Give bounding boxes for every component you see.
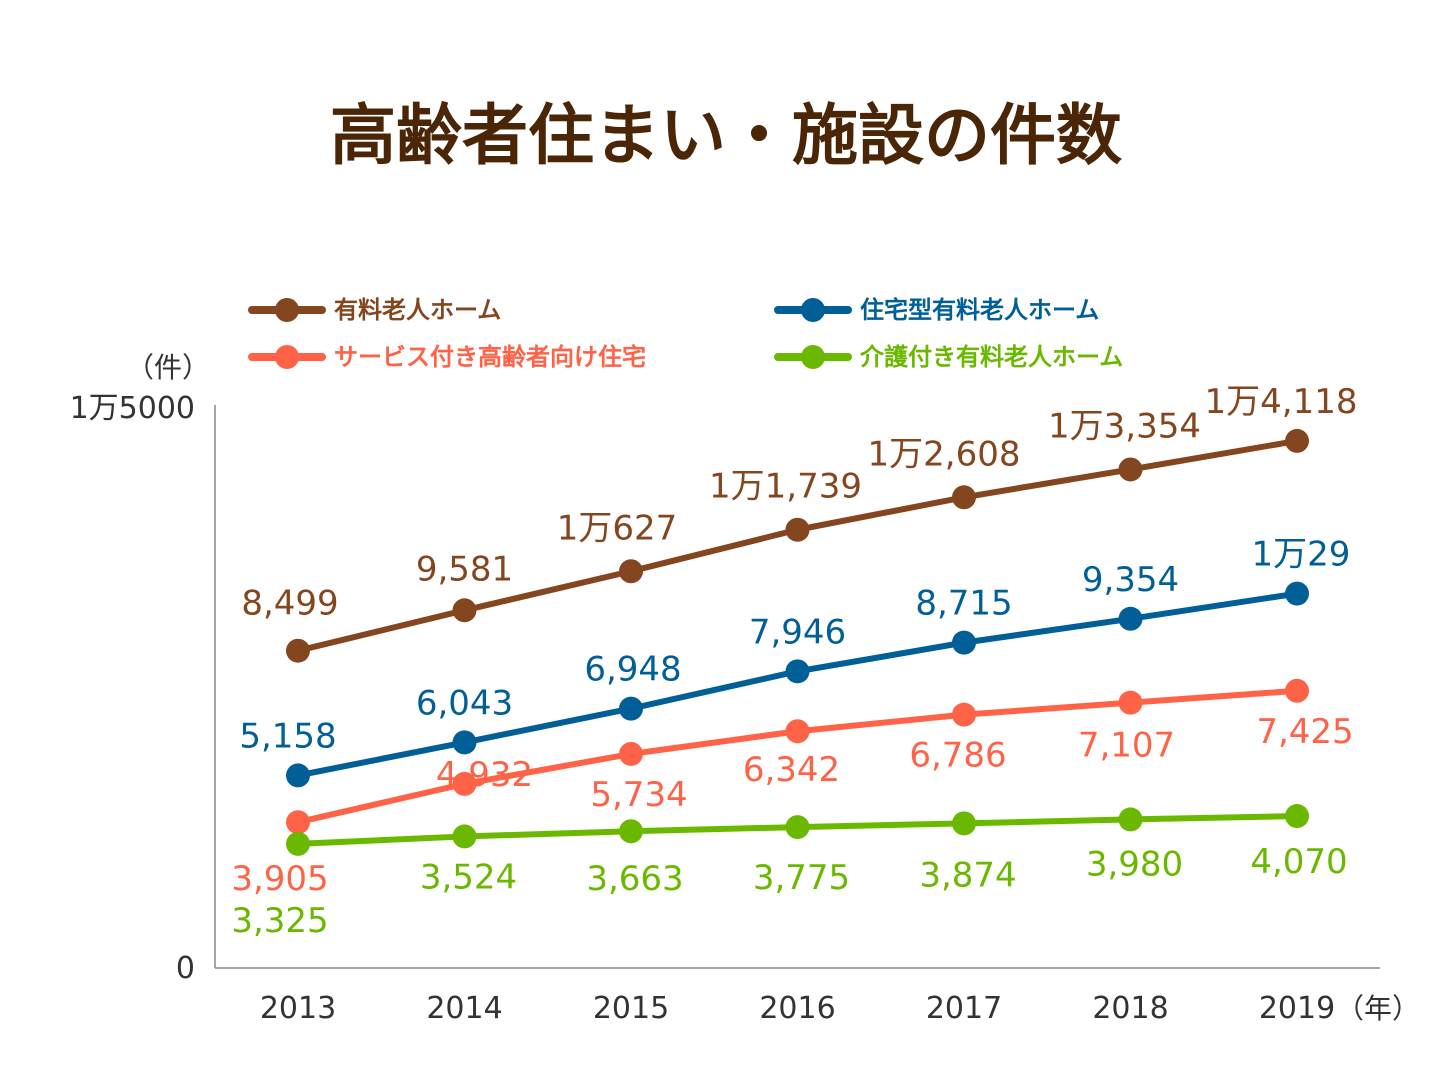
data-point	[452, 771, 477, 796]
data-point	[1285, 804, 1309, 829]
data-point	[952, 485, 976, 510]
data-point	[1118, 457, 1143, 482]
y-tick-label: 0	[176, 951, 195, 986]
data-point	[785, 659, 810, 684]
data-point	[1285, 581, 1309, 606]
data-point	[286, 638, 310, 663]
data-label: 1万1,739	[709, 467, 862, 507]
data-label: 7,946	[749, 612, 846, 652]
data-label: 6,043	[416, 683, 513, 723]
data-point	[619, 819, 643, 844]
data-point	[785, 719, 810, 744]
data-label: 6,342	[743, 750, 840, 790]
data-point	[952, 811, 976, 836]
data-label: 5,734	[590, 775, 687, 815]
x-tick-label: 2015	[593, 991, 669, 1026]
data-point	[619, 696, 643, 721]
data-point	[619, 741, 643, 766]
x-tick-label: 2013	[260, 991, 336, 1026]
chart-title: 高齢者住まい・施設の件数	[330, 97, 1122, 174]
data-label: 1万2,608	[868, 434, 1021, 474]
data-point	[286, 763, 310, 788]
data-label: 3,325	[231, 901, 328, 941]
y-ticks: 0 1万5000	[70, 391, 195, 986]
legend-label: 介護付き有料老人ホーム	[859, 343, 1123, 371]
legend-label: 有料老人ホーム	[334, 296, 501, 324]
y-unit-label: （件）	[126, 351, 210, 384]
data-point	[785, 815, 810, 840]
data-point	[452, 824, 477, 849]
data-label: 3,775	[753, 858, 850, 898]
data-label: 7,425	[1256, 712, 1353, 752]
data-point	[952, 702, 976, 727]
data-label: 3,524	[420, 857, 517, 897]
data-point	[452, 598, 477, 623]
data-label: 3,980	[1086, 844, 1183, 884]
legend-item-0: 有料老人ホーム	[248, 296, 501, 324]
data-point	[1285, 678, 1309, 703]
data-label: 9,354	[1082, 560, 1179, 600]
data-label: 3,663	[586, 859, 683, 899]
data-point	[452, 730, 477, 755]
legend-item-3: 介護付き有料老人ホーム	[774, 343, 1123, 371]
y-tick-label: 1万5000	[70, 391, 195, 426]
legend-marker	[801, 345, 825, 369]
x-tick-label: 2019	[1259, 991, 1335, 1026]
x-ticks: 2013 2014 2015 2016 2017 2018 2019	[260, 991, 1335, 1026]
series-3: 3,325 3,524 3,663 3,775 3,874 3,980 4,070	[231, 804, 1348, 941]
data-label: 1万3,354	[1048, 406, 1201, 446]
legend-marker	[275, 345, 299, 369]
data-point	[785, 517, 810, 542]
x-tick-label: 2017	[926, 991, 1002, 1026]
x-tick-label: 2018	[1092, 991, 1168, 1026]
data-label: 5,158	[239, 716, 336, 756]
data-point	[1118, 690, 1143, 715]
data-label: 8,499	[241, 584, 338, 624]
data-point	[286, 831, 310, 856]
data-label: 1万4,118	[1205, 382, 1358, 422]
data-label: 4,932	[436, 755, 533, 795]
data-point	[286, 810, 310, 835]
data-label: 4,070	[1250, 842, 1347, 882]
data-label: 9,581	[416, 549, 513, 589]
series-1: 5,158 6,043 6,948 7,946 8,715 9,354 1万29	[239, 535, 1350, 788]
legend-item-2: サービス付き高齢者向け住宅	[248, 343, 646, 371]
data-point	[1118, 807, 1143, 832]
legend-label: 住宅型有料老人ホーム	[860, 296, 1099, 324]
series-2: 3,905 4,932 5,734 6,342 6,786 7,107 7,425	[231, 678, 1354, 899]
data-label: 6,786	[909, 736, 1006, 776]
legend-item-1: 住宅型有料老人ホーム	[774, 296, 1099, 324]
legend: 有料老人ホーム 住宅型有料老人ホーム サービス付き高齢者向け住宅 介護付き有料老…	[248, 296, 1123, 371]
legend-label: サービス付き高齢者向け住宅	[334, 343, 646, 371]
data-label: 7,107	[1078, 726, 1175, 766]
x-tick-label: 2014	[426, 991, 502, 1026]
x-tick-label: 2016	[759, 991, 835, 1026]
data-label: 3,905	[231, 859, 328, 899]
data-label: 1万29	[1252, 535, 1351, 575]
data-point	[619, 559, 643, 584]
legend-marker	[801, 298, 825, 322]
data-point	[1118, 606, 1143, 631]
data-label: 6,948	[584, 650, 681, 690]
legend-marker	[275, 298, 299, 322]
data-point	[1285, 428, 1309, 453]
data-label: 1万627	[557, 508, 678, 548]
data-label: 8,715	[915, 584, 1012, 624]
x-unit-label: （年）	[1336, 992, 1420, 1025]
data-point	[952, 630, 976, 655]
data-label: 3,874	[919, 855, 1016, 895]
